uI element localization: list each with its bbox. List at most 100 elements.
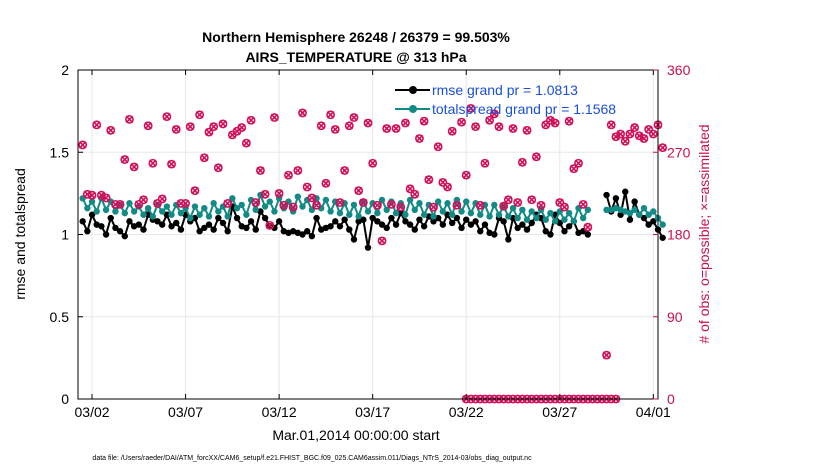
spread-point: [130, 208, 138, 215]
spread-point: [144, 204, 152, 212]
spread-point: [533, 214, 540, 222]
rmse-point: [102, 231, 110, 238]
obs-count-point: [181, 199, 190, 208]
x-tick-label: 03/27: [542, 404, 577, 420]
spread-point: [645, 211, 652, 218]
rmse-point: [374, 218, 381, 225]
obs-count-point: [316, 121, 326, 131]
spread-point: [392, 209, 400, 217]
spread-point: [374, 209, 381, 217]
y-axis-left-label: rmse and totalspread: [12, 168, 28, 300]
rmse-point: [116, 228, 124, 235]
spread-point: [542, 216, 549, 223]
spread-point: [561, 216, 568, 223]
rmse-point: [547, 231, 554, 238]
obs-count-point: [241, 138, 251, 148]
obs-count-point: [443, 182, 452, 192]
rmse-point: [196, 228, 203, 235]
rmse-point: [519, 221, 526, 228]
obs-count-point: [265, 220, 275, 230]
obs-count-point: [293, 166, 303, 175]
spread-point: [112, 208, 119, 215]
spread-point: [650, 208, 657, 215]
rmse-point: [154, 218, 161, 225]
obs-count-point: [639, 134, 649, 143]
rmse-point: [261, 214, 269, 222]
obs-count-point: [213, 163, 223, 173]
obs-count-point: [564, 116, 574, 126]
rmse-point: [341, 216, 348, 223]
spread-point: [626, 209, 634, 217]
spread-point: [261, 203, 269, 210]
spread-point: [448, 211, 456, 218]
obs-count-point: [270, 113, 279, 122]
rmse-point: [612, 195, 620, 202]
rmse-point: [332, 218, 339, 225]
spread-point: [514, 214, 521, 222]
spread-point: [336, 209, 344, 217]
obs-count-point: [92, 120, 102, 130]
spread-point: [406, 196, 414, 204]
rmse-point: [205, 221, 213, 228]
rmse-point: [383, 224, 390, 232]
spread-point: [233, 204, 241, 212]
legend: rmse grand pr = 1.0813 totalspread grand…: [395, 82, 616, 117]
x-tick-label: 03/02: [75, 404, 110, 420]
spread-point: [243, 211, 250, 218]
rmse-point: [369, 214, 376, 222]
rmse-point: [416, 216, 423, 223]
obs-count-point: [457, 117, 466, 127]
obs-count-point: [433, 142, 443, 152]
spread-point: [187, 214, 194, 222]
legend-rmse-marker: [409, 86, 417, 94]
spread-point: [411, 206, 418, 214]
spread-point: [505, 213, 512, 220]
obs-count-point: [190, 186, 200, 196]
spread-point: [519, 206, 526, 214]
rmse-point: [378, 221, 386, 228]
rmse-point: [168, 223, 175, 230]
spread-point: [294, 193, 302, 200]
obs-count-point: [494, 122, 504, 132]
spread-point: [458, 208, 465, 215]
obs-count-point: [344, 121, 354, 131]
obs-count-point: [326, 110, 335, 120]
obs-count-point: [115, 199, 125, 209]
spread-point: [584, 206, 592, 214]
obs-count-point: [307, 193, 317, 203]
obs-count-point: [527, 195, 537, 205]
obs-count-point: [260, 189, 270, 199]
x-axis: 03/02 03/07 03/12 03/17 03/22 03/27 04/01: [75, 70, 671, 420]
obs-count-point: [237, 123, 247, 132]
obs-count-point: [382, 124, 392, 133]
x-tick-label: 03/12: [262, 404, 297, 420]
obs-count-markers: [78, 103, 593, 246]
obs-count-point: [550, 118, 560, 128]
spread-point: [640, 204, 648, 212]
rmse-point: [191, 214, 199, 222]
rmse-point: [584, 231, 592, 238]
spread-point: [551, 218, 559, 225]
obs-count-point: [372, 200, 382, 210]
x-tick-label: 03/07: [168, 404, 203, 420]
rmse-point: [392, 221, 400, 228]
obs-count-point: [606, 120, 616, 130]
rmse-point: [126, 218, 133, 225]
spread-point: [163, 203, 171, 210]
obs-count-point: [480, 158, 490, 168]
spread-point: [121, 209, 128, 217]
spread-point: [430, 213, 437, 220]
obs-count-point: [120, 155, 130, 164]
obs-count-point: [560, 202, 569, 212]
obs-count-point: [171, 125, 181, 134]
spread-point: [271, 208, 278, 215]
obs-count-point: [335, 198, 345, 207]
rmse-point: [98, 223, 105, 230]
spread-point: [570, 218, 578, 225]
rmse-point: [243, 224, 250, 232]
obs-count-point: [658, 143, 668, 153]
rmse-point: [631, 198, 638, 205]
obs-count-point: [391, 124, 401, 133]
chart-title-line2: AIRS_TEMPERATURE @ 313 hPa: [245, 49, 466, 65]
obs-count-point: [536, 200, 546, 210]
